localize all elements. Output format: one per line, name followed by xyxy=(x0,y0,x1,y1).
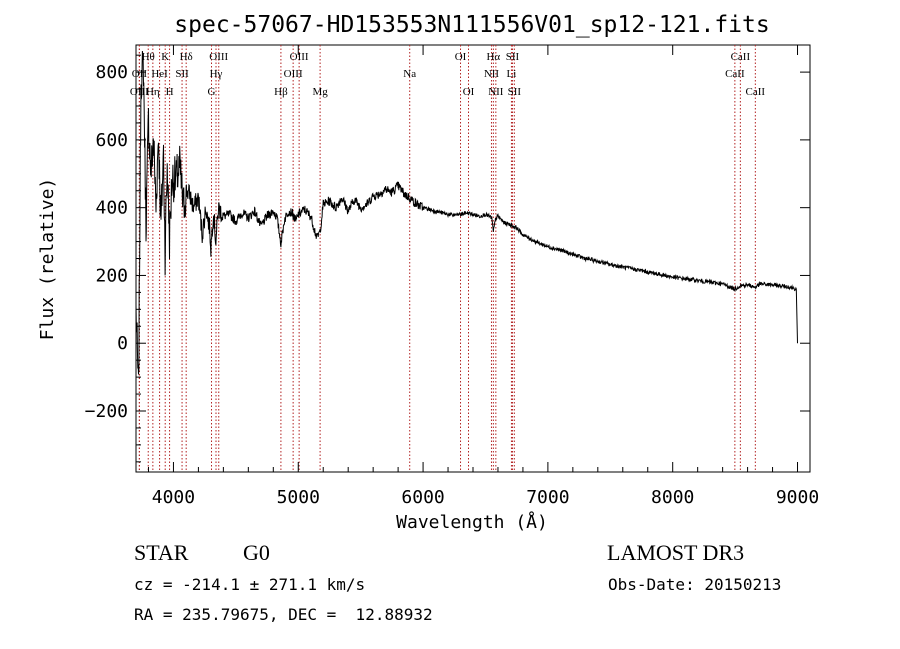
line-label-16: Na xyxy=(403,68,416,80)
x-axis-label: Wavelength (Å) xyxy=(396,511,548,533)
line-label-8: Hδ xyxy=(180,51,193,63)
line-label-4: HeI xyxy=(151,68,168,80)
spectral-line-markers xyxy=(138,45,756,472)
line-label-1: OII xyxy=(132,68,148,80)
x-tick-label-2: 6000 xyxy=(401,487,444,508)
line-label-24: SII xyxy=(508,86,522,98)
line-label-22: SII xyxy=(506,51,520,63)
line-label-12: Hβ xyxy=(274,86,288,98)
line-label-13: OIII xyxy=(290,51,309,63)
line-label-26: CaII xyxy=(725,68,745,80)
line-label-20: NII xyxy=(484,68,500,80)
line-label-7: H xyxy=(166,86,174,98)
y-tick-label-1: 0 xyxy=(117,333,128,354)
y-tick-label-4: 600 xyxy=(95,130,128,151)
survey-name: LAMOST DR3 xyxy=(607,540,744,565)
x-tick-label-4: 8000 xyxy=(651,487,694,508)
redshift-cz: cz = -214.1 ± 271.1 km/s xyxy=(134,575,365,594)
x-tick-label-3: 7000 xyxy=(526,487,569,508)
line-label-18: OI xyxy=(463,86,475,98)
line-label-23: Li xyxy=(507,68,517,80)
line-label-25: CaII xyxy=(731,51,751,63)
line-label-5: K xyxy=(161,51,169,63)
object-class: STAR xyxy=(134,540,189,565)
line-label-21: NII xyxy=(488,86,504,98)
object-subclass: G0 xyxy=(243,540,270,565)
line-label-9: OIII xyxy=(209,51,228,63)
obs-date: Obs-Date: 20150213 xyxy=(608,575,781,594)
x-tick-label-5: 9000 xyxy=(776,487,819,508)
spectrum-line xyxy=(135,50,798,375)
line-label-17: OI xyxy=(455,51,467,63)
y-tick-label-3: 400 xyxy=(95,198,128,219)
line-label-0: Hθ xyxy=(142,51,155,63)
line-label-27: CaII xyxy=(746,86,766,98)
line-label-3: Hη xyxy=(146,86,160,98)
y-axis-ticks: −200 0 200 400 600 800 xyxy=(85,54,810,463)
y-tick-label-5: 800 xyxy=(95,62,128,83)
line-label-15: Mg xyxy=(312,86,328,98)
y-tick-label-2: 200 xyxy=(95,265,128,286)
chart-title: spec-57067-HD153553N111556V01_sp12-121.f… xyxy=(174,12,769,38)
plot-frame xyxy=(135,44,811,473)
x-tick-label-1: 5000 xyxy=(277,487,320,508)
line-label-6: SII xyxy=(175,68,189,80)
spectrum-series xyxy=(135,50,798,375)
y-tick-label-0: −200 xyxy=(85,401,128,422)
line-label-11: G xyxy=(208,86,216,98)
line-label-14: OIII xyxy=(284,68,303,80)
x-axis-ticks: 4000 5000 6000 7000 8000 9000 xyxy=(147,45,819,508)
line-label-10: Hγ xyxy=(210,68,223,80)
x-tick-label-0: 4000 xyxy=(152,487,195,508)
y-axis-label: Flux (relative) xyxy=(37,178,58,341)
ra-dec: RA = 235.79675, DEC = 12.88932 xyxy=(134,605,433,624)
line-label-19: Hα xyxy=(486,51,500,63)
